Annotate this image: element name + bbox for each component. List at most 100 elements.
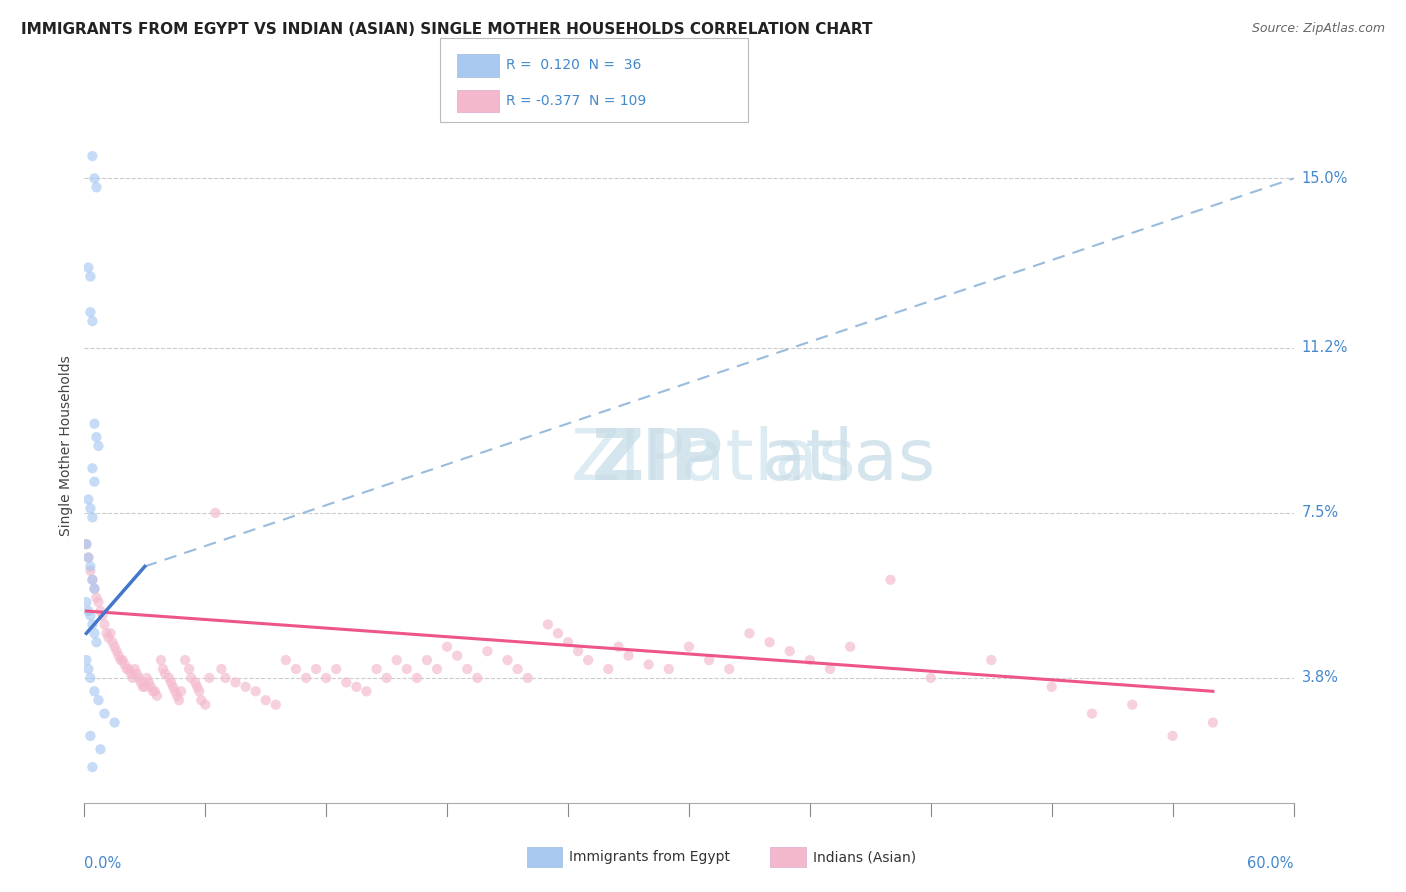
Point (79, 608, 101, 623)
Point (153, 666, 176, 681)
Text: 15.0%: 15.0% (1302, 171, 1348, 186)
Point (198, 671, 221, 685)
Point (188, 684, 211, 698)
Point (77, 260, 100, 275)
Y-axis label: Single Mother Households: Single Mother Households (59, 356, 73, 536)
Point (718, 662, 741, 676)
Point (395, 662, 418, 676)
Point (274, 653, 297, 667)
Point (426, 662, 449, 676)
Point (89, 604, 111, 618)
Point (416, 653, 439, 667)
Point (245, 684, 267, 698)
Point (86, 180, 108, 194)
Point (1121, 698, 1143, 712)
Point (104, 715, 127, 730)
Point (82, 149, 104, 163)
Point (537, 617, 560, 632)
Point (118, 662, 141, 676)
Point (167, 693, 190, 707)
Point (107, 648, 129, 663)
Point (120, 666, 142, 681)
Point (143, 684, 166, 698)
Point (89, 742, 111, 756)
Point (496, 653, 519, 667)
Point (104, 640, 127, 654)
Point (295, 671, 318, 685)
Point (142, 684, 165, 698)
Point (194, 698, 217, 712)
Point (105, 644, 128, 658)
Point (170, 684, 193, 698)
Text: Immigrants from Egypt: Immigrants from Egypt (569, 850, 731, 864)
Point (375, 671, 398, 685)
Point (567, 644, 589, 658)
Point (235, 680, 257, 694)
Point (547, 626, 569, 640)
Point (658, 662, 681, 676)
Point (114, 657, 136, 672)
Point (678, 640, 700, 654)
Point (758, 635, 780, 649)
Point (86, 591, 108, 605)
Point (446, 648, 468, 663)
Point (82, 760, 104, 774)
Point (82, 314, 104, 328)
Point (77, 550, 100, 565)
Point (77, 604, 100, 618)
Point (75, 537, 97, 551)
Point (818, 662, 841, 676)
Point (204, 506, 226, 520)
Point (162, 680, 184, 694)
Point (436, 640, 458, 654)
Point (467, 671, 489, 685)
Point (152, 662, 174, 676)
Point (77, 492, 100, 507)
Point (1161, 729, 1184, 743)
Point (75, 537, 97, 551)
Point (97, 631, 120, 645)
Point (179, 662, 201, 676)
Point (325, 662, 347, 676)
Point (637, 657, 659, 672)
Point (617, 648, 640, 663)
Point (1040, 680, 1063, 694)
Point (100, 626, 122, 640)
Point (356, 684, 378, 698)
Point (115, 662, 138, 676)
Text: Source: ZipAtlas.com: Source: ZipAtlas.com (1251, 22, 1385, 36)
Point (87, 693, 110, 707)
Point (254, 693, 277, 707)
Text: ZIP: ZIP (592, 425, 724, 495)
Point (186, 680, 208, 694)
Point (146, 689, 169, 703)
Point (135, 671, 157, 685)
Point (477, 644, 499, 658)
Point (160, 675, 183, 690)
Point (385, 653, 408, 667)
Point (83, 475, 105, 489)
Point (79, 671, 101, 685)
Text: ZIPatlas: ZIPatlas (571, 425, 856, 495)
Point (225, 675, 247, 690)
Point (157, 671, 180, 685)
Point (86, 430, 108, 444)
Point (879, 573, 901, 587)
Point (516, 671, 538, 685)
Point (406, 671, 429, 685)
Point (77, 662, 100, 676)
Point (506, 662, 529, 676)
Point (139, 680, 162, 694)
Text: 3.8%: 3.8% (1302, 671, 1339, 685)
Point (93, 617, 115, 632)
Point (264, 698, 287, 712)
Point (335, 675, 357, 690)
Point (110, 653, 132, 667)
Point (82, 573, 104, 587)
Point (315, 671, 337, 685)
Text: R = -0.377  N = 109: R = -0.377 N = 109 (506, 94, 647, 108)
Point (138, 675, 160, 690)
Point (83, 626, 105, 640)
Point (607, 640, 630, 654)
Point (83, 582, 105, 596)
